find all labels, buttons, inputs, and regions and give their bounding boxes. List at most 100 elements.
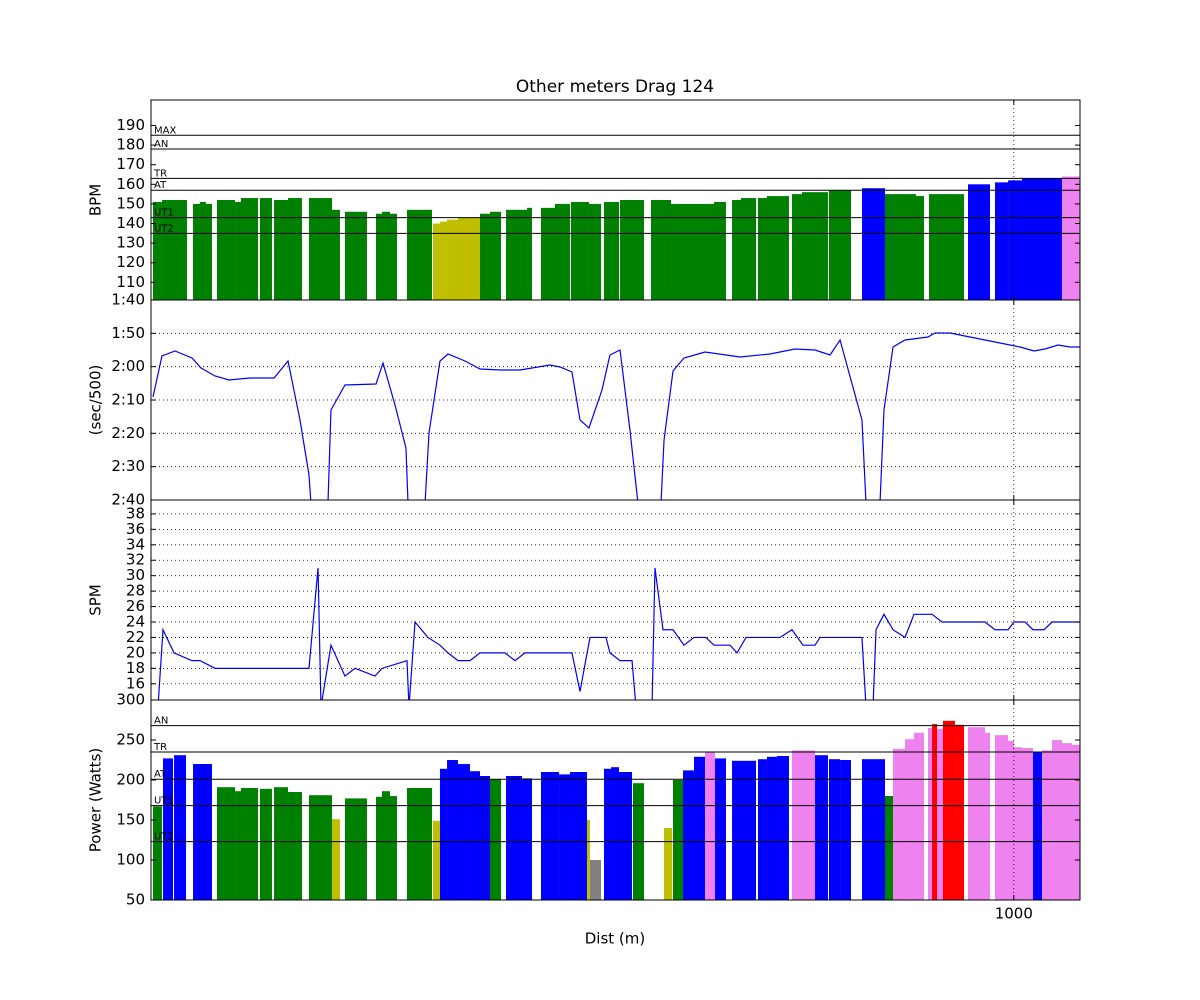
zone-label: UT1 bbox=[154, 796, 174, 807]
y-tick-label: 26 bbox=[126, 597, 145, 615]
y-tick-label: 36 bbox=[126, 520, 145, 538]
bar bbox=[968, 727, 986, 900]
bar bbox=[995, 735, 1009, 900]
bar bbox=[235, 791, 241, 900]
y-tick-label: 16 bbox=[126, 674, 145, 692]
bar bbox=[1071, 744, 1080, 900]
x-tick-label: 1000 bbox=[995, 905, 1033, 923]
y-tick-label: 120 bbox=[116, 253, 145, 271]
bar bbox=[937, 728, 943, 900]
y-tick-label: 190 bbox=[116, 116, 145, 134]
bar bbox=[308, 795, 333, 900]
bar bbox=[490, 779, 502, 900]
zone-label: TR bbox=[153, 742, 167, 753]
bar bbox=[527, 207, 533, 300]
bar bbox=[540, 207, 555, 300]
plot-area bbox=[152, 176, 1080, 300]
bar bbox=[968, 184, 991, 300]
bar bbox=[235, 201, 241, 300]
bar bbox=[603, 201, 619, 300]
bar bbox=[376, 213, 382, 300]
zone-label: UT2 bbox=[154, 832, 174, 843]
bar bbox=[586, 820, 591, 900]
bar bbox=[332, 819, 340, 900]
bar bbox=[522, 778, 533, 900]
bar bbox=[673, 780, 684, 900]
bar bbox=[1061, 176, 1080, 300]
y-tick-label: 34 bbox=[126, 535, 145, 553]
bar bbox=[732, 760, 757, 900]
bar bbox=[161, 200, 174, 300]
bar bbox=[705, 752, 716, 900]
bar bbox=[240, 788, 258, 900]
bar bbox=[893, 748, 906, 900]
bar bbox=[381, 211, 391, 300]
bar bbox=[885, 796, 894, 900]
y-tick-label: 2:40 bbox=[111, 491, 145, 509]
y-tick-label: 170 bbox=[116, 155, 145, 173]
bar bbox=[457, 217, 480, 300]
bar bbox=[995, 182, 1009, 300]
bar bbox=[683, 770, 694, 900]
bar bbox=[308, 198, 333, 300]
bar bbox=[152, 201, 162, 300]
bar bbox=[447, 219, 458, 300]
bar bbox=[932, 724, 938, 900]
bar bbox=[288, 198, 302, 300]
plot-area bbox=[157, 567, 1080, 700]
bar bbox=[829, 759, 841, 900]
y-tick-label: 140 bbox=[116, 214, 145, 232]
bar bbox=[381, 791, 391, 900]
bar bbox=[715, 758, 726, 900]
y-tick-label: 100 bbox=[116, 851, 145, 869]
bar bbox=[571, 201, 589, 300]
bar bbox=[915, 196, 925, 300]
zone-label: UT2 bbox=[154, 223, 174, 234]
bar bbox=[174, 755, 187, 900]
zone-label: AN bbox=[154, 716, 168, 727]
bar bbox=[217, 200, 236, 300]
bar bbox=[1042, 750, 1053, 900]
y-tick-label: 2:30 bbox=[111, 457, 145, 475]
bar bbox=[344, 211, 367, 300]
zone-label: TR bbox=[153, 168, 167, 179]
y-tick-label: 22 bbox=[126, 628, 145, 646]
bar bbox=[259, 198, 272, 300]
y-tick-label: 18 bbox=[126, 659, 145, 677]
bar bbox=[693, 756, 706, 900]
bar bbox=[505, 776, 523, 900]
bar bbox=[447, 760, 458, 900]
bar bbox=[1052, 740, 1062, 900]
bar bbox=[942, 720, 955, 900]
bar bbox=[193, 203, 201, 300]
bar bbox=[505, 209, 528, 300]
bar bbox=[766, 196, 789, 300]
bar bbox=[173, 200, 187, 300]
y-axis-label: Power (Watts) bbox=[87, 748, 105, 852]
line bbox=[157, 567, 1080, 700]
y-tick-label: 2:20 bbox=[111, 424, 145, 442]
y-tick-label: 24 bbox=[126, 613, 145, 631]
bar bbox=[905, 739, 914, 900]
y-tick-label: 30 bbox=[126, 566, 145, 584]
bar bbox=[1008, 180, 1023, 300]
bar bbox=[861, 759, 886, 900]
bar bbox=[332, 209, 340, 300]
y-tick-label: 180 bbox=[116, 136, 145, 154]
bar bbox=[766, 756, 777, 900]
bar bbox=[390, 796, 397, 900]
bar bbox=[1013, 747, 1023, 900]
bar bbox=[554, 203, 570, 300]
bar bbox=[929, 194, 965, 300]
zone-label: AT bbox=[154, 769, 167, 780]
bar bbox=[406, 209, 433, 300]
bar bbox=[406, 788, 433, 900]
bar bbox=[205, 203, 213, 300]
bar bbox=[240, 198, 258, 300]
bar bbox=[469, 771, 480, 900]
bar bbox=[776, 756, 789, 900]
bar bbox=[713, 201, 726, 300]
bar bbox=[588, 203, 602, 300]
line bbox=[152, 332, 1080, 500]
zone-label: MAX bbox=[154, 125, 176, 136]
